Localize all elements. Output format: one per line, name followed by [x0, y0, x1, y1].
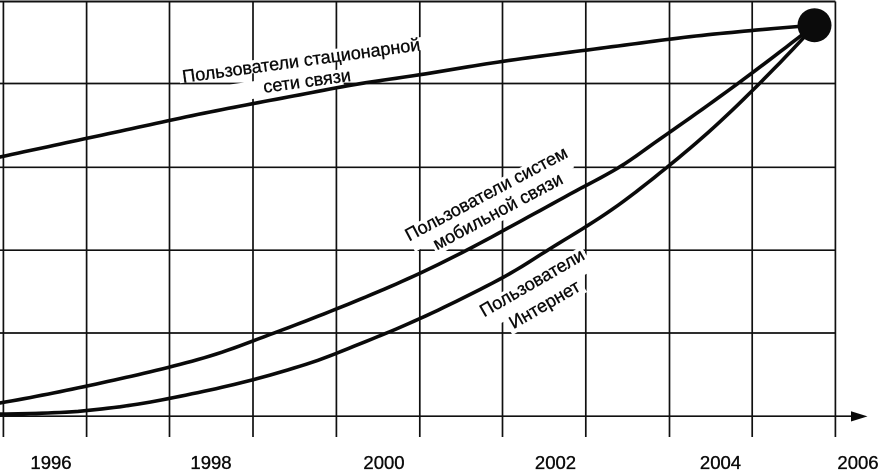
- svg-text:1998: 1998: [190, 452, 231, 470]
- svg-text:2006: 2006: [837, 452, 878, 470]
- svg-text:2000: 2000: [363, 452, 404, 470]
- svg-text:2004: 2004: [700, 452, 741, 470]
- svg-text:1996: 1996: [30, 452, 71, 470]
- svg-text:2002: 2002: [535, 452, 576, 470]
